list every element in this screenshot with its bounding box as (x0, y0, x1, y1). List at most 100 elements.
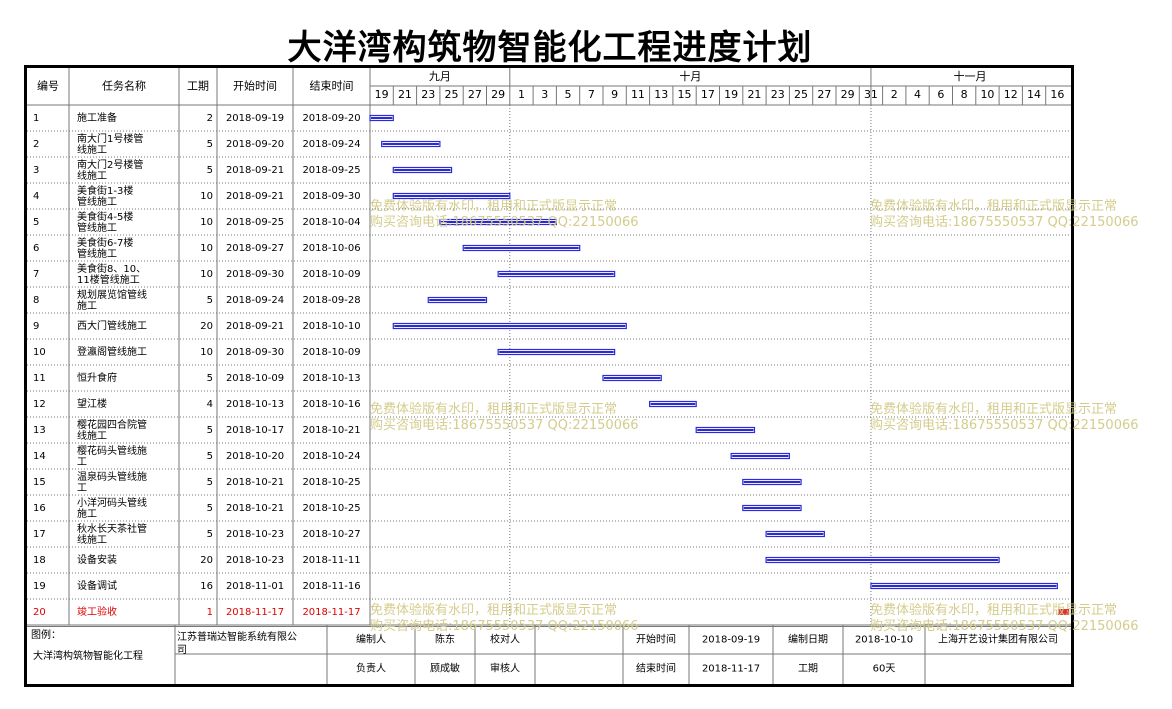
task-start: 2018-09-27 (226, 243, 284, 254)
task-name-line: 管线施工 (77, 247, 117, 260)
legend-label: 图例： (31, 628, 61, 641)
column-header: 结束时间 (310, 80, 354, 93)
day-tick-label: 29 (491, 88, 505, 101)
task-duration: 10 (200, 269, 213, 280)
task-name: 南大门2号楼管线施工 (77, 158, 143, 182)
task-name-line: 线施工 (77, 533, 107, 546)
task-start: 2018-10-23 (226, 555, 284, 566)
task-end: 2018-10-24 (302, 451, 360, 462)
task-bar-fill (371, 117, 393, 119)
day-tick-label: 7 (588, 88, 595, 101)
task-start: 2018-09-19 (226, 113, 284, 124)
task-bar-fill (697, 429, 754, 431)
task-name: 竣工验收 (77, 605, 117, 618)
task-no: 20 (33, 607, 46, 618)
day-tick-label: 5 (565, 88, 572, 101)
task-end: 2018-10-13 (302, 373, 360, 384)
task-name-line: 小洋河码头管线 (77, 496, 147, 509)
column-header: 开始时间 (233, 79, 277, 93)
task-end: 2018-11-17 (302, 607, 360, 618)
task-duration: 5 (207, 503, 213, 514)
day-tick-label: 19 (724, 88, 738, 101)
day-tick-label: 13 (654, 88, 668, 101)
task-name-line: 美食街6-7楼 (77, 236, 133, 249)
day-tick-label: 8 (961, 88, 968, 101)
task-start: 2018-11-01 (226, 581, 284, 592)
task-duration: 4 (207, 399, 213, 410)
column-header: 工期 (187, 80, 209, 93)
task-end: 2018-09-28 (302, 295, 360, 306)
task-duration: 5 (207, 373, 213, 384)
day-tick-label: 19 (375, 88, 389, 101)
task-name: 施工准备 (77, 111, 117, 124)
task-start: 2018-10-21 (226, 503, 284, 514)
task-duration: 5 (207, 451, 213, 462)
task-start: 2018-09-25 (226, 217, 284, 228)
task-end: 2018-10-25 (302, 503, 360, 514)
task-name: 望江楼 (77, 397, 107, 410)
day-tick-label: 2 (891, 88, 898, 101)
footer-compiler-label: 编制人 (356, 633, 386, 646)
task-duration: 5 (207, 477, 213, 488)
task-no: 5 (33, 217, 39, 228)
task-no: 14 (33, 451, 46, 462)
task-end: 2018-10-09 (302, 269, 360, 280)
footer-duration-value: 60天 (873, 664, 896, 675)
task-end: 2018-10-06 (302, 243, 360, 254)
day-tick-label: 15 (678, 88, 692, 101)
day-tick-label: 10 (980, 88, 994, 101)
month-label: 九月 (429, 70, 451, 83)
task-duration: 1 (207, 607, 213, 618)
day-tick-label: 25 (445, 88, 459, 101)
day-tick-label: 16 (1050, 88, 1064, 101)
task-bar-fill (650, 403, 696, 405)
task-name-line: 南大门2号楼管 (77, 158, 143, 171)
day-tick-label: 23 (421, 88, 435, 101)
task-name: 温泉码头管线施工 (77, 470, 147, 494)
task-name-line: 施工 (77, 299, 97, 312)
task-start: 2018-11-17 (226, 607, 284, 618)
footer-reviewer-label: 审核人 (490, 662, 520, 675)
footer-start-value: 2018-09-19 (702, 635, 760, 646)
task-no: 17 (33, 529, 46, 540)
month-label: 十一月 (953, 69, 986, 83)
task-name-line: 樱花园四合院管 (77, 418, 147, 431)
task-start: 2018-09-21 (226, 321, 284, 332)
footer-date-value: 2018-10-10 (855, 635, 913, 646)
task-no: 19 (33, 581, 46, 592)
task-name: 小洋河码头管线施工 (77, 496, 147, 520)
task-no: 11 (33, 373, 46, 384)
task-no: 1 (33, 113, 39, 124)
task-end: 2018-09-25 (302, 165, 360, 176)
footer-end-label: 结束时间 (636, 662, 676, 675)
task-bar-fill (382, 143, 439, 145)
task-bar-fill (743, 507, 801, 509)
day-tick-label: 12 (1004, 88, 1018, 101)
footer-date-label: 编制日期 (788, 633, 828, 646)
task-name-line: 美食街4-5楼 (77, 210, 133, 223)
task-start: 2018-09-30 (226, 269, 284, 280)
task-end: 2018-10-21 (302, 425, 360, 436)
task-bar-fill (871, 585, 1057, 587)
task-end: 2018-10-09 (302, 347, 360, 358)
task-duration: 10 (200, 191, 213, 202)
task-name-line: 管线施工 (77, 221, 117, 234)
task-name-line: 温泉码头管线施 (77, 470, 147, 483)
task-bar-fill (604, 377, 661, 379)
task-end: 2018-10-27 (302, 529, 360, 540)
task-name-line: 南大门1号楼管 (77, 132, 143, 145)
footer-duration-label: 工期 (798, 663, 818, 675)
task-duration: 2 (207, 113, 213, 124)
day-tick-label: 21 (747, 88, 761, 101)
footer-manager: 顾成敏 (430, 662, 460, 675)
task-name-line: 秋水长天茶社管 (77, 522, 147, 535)
task-start: 2018-10-13 (226, 399, 284, 410)
task-start: 2018-10-23 (226, 529, 284, 540)
task-name: 设备调试 (77, 579, 117, 592)
task-start: 2018-10-20 (226, 451, 284, 462)
task-duration: 5 (207, 425, 213, 436)
day-tick-label: 31 (864, 88, 878, 101)
task-name-line: 美食街1-3楼 (77, 184, 133, 197)
task-bar-fill (499, 351, 614, 353)
task-name-line: 管线施工 (77, 195, 117, 208)
